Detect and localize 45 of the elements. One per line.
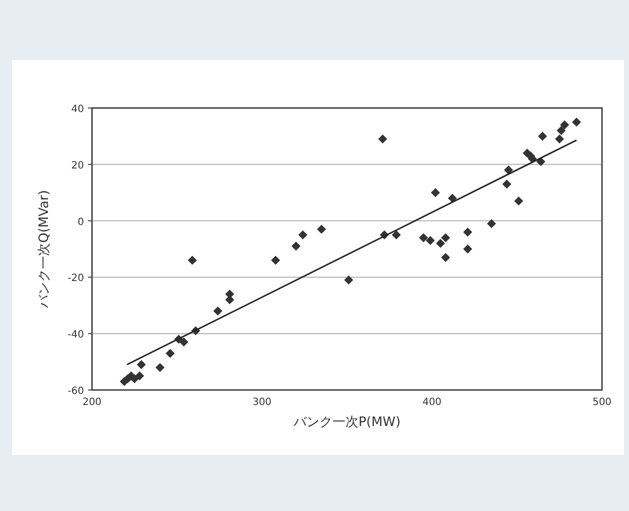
x-tick-label: 400 <box>422 397 442 408</box>
point <box>556 126 566 136</box>
point <box>378 134 388 144</box>
point <box>572 118 581 127</box>
point <box>441 233 450 242</box>
point <box>135 371 144 380</box>
y-tick-label: -20 <box>68 273 84 284</box>
point <box>179 338 188 347</box>
point <box>560 120 570 130</box>
point <box>344 276 354 285</box>
point <box>317 224 326 234</box>
point <box>130 374 139 384</box>
point <box>188 256 197 265</box>
y-axis-title: バンク一次Q(MVar) <box>37 190 52 309</box>
point <box>463 244 472 254</box>
point <box>448 194 457 203</box>
point <box>538 132 547 141</box>
point <box>555 134 564 144</box>
point <box>426 236 435 246</box>
point <box>392 230 401 240</box>
x-tick-label: 200 <box>82 397 102 408</box>
point <box>156 362 164 372</box>
y-tick-label: -40 <box>68 330 84 341</box>
x-axis-title: バンク一次P(MW) <box>292 415 401 430</box>
x-tick-label: 500 <box>592 397 612 408</box>
point <box>419 233 428 242</box>
y-tick-label: -60 <box>68 386 84 397</box>
point <box>441 252 450 262</box>
point <box>502 180 512 189</box>
x-tick-label: 300 <box>252 397 272 408</box>
point <box>463 228 472 237</box>
y-tick-label: 40 <box>71 104 84 115</box>
point <box>166 348 175 358</box>
point <box>271 256 280 265</box>
point <box>514 196 524 206</box>
y-tick-label: 20 <box>71 160 84 172</box>
y-tick-label: 0 <box>78 216 84 228</box>
point <box>487 219 496 228</box>
point <box>504 166 513 175</box>
point <box>136 360 146 370</box>
point <box>298 230 308 240</box>
point <box>213 306 222 316</box>
point <box>436 238 445 248</box>
point <box>430 188 440 198</box>
point <box>292 242 300 251</box>
